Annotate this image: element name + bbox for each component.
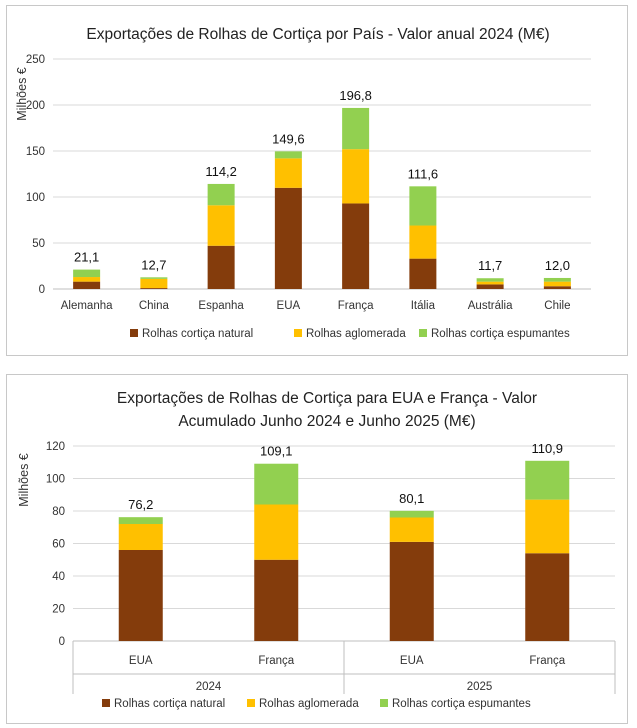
y-tick-label: 80 bbox=[52, 506, 65, 518]
bar-segment bbox=[409, 258, 437, 289]
y-tick-label: 100 bbox=[26, 192, 45, 204]
x-tick-label: EUA bbox=[400, 655, 424, 667]
bar-segment bbox=[476, 278, 504, 282]
y-axis-label: Milhões € bbox=[17, 453, 31, 507]
data-label-total: 114,2 bbox=[205, 164, 237, 179]
x-tick-label: China bbox=[139, 300, 170, 312]
y-tick-label: 40 bbox=[52, 571, 65, 583]
y-axis-label: Milhões € bbox=[15, 67, 29, 121]
y-tick-label: 20 bbox=[52, 604, 65, 616]
bar-segment bbox=[543, 286, 571, 289]
data-label-total: 76,2 bbox=[128, 497, 153, 512]
bar-segment bbox=[140, 277, 168, 279]
y-tick-label: 250 bbox=[26, 54, 45, 66]
bar-segment bbox=[274, 158, 302, 188]
bar-segment bbox=[118, 524, 163, 550]
bar-segment bbox=[118, 517, 163, 524]
legend-swatch bbox=[294, 329, 302, 337]
bar-segment bbox=[409, 225, 437, 259]
x-tick-label: Austrália bbox=[468, 300, 513, 312]
y-tick-label: 60 bbox=[52, 539, 65, 551]
data-label-total: 21,1 bbox=[74, 250, 99, 265]
bar-segment bbox=[342, 149, 370, 204]
bar-segment bbox=[140, 278, 168, 289]
bar-segment bbox=[207, 245, 235, 289]
y-tick-label: 200 bbox=[26, 100, 45, 112]
legend-swatch bbox=[247, 699, 255, 707]
data-label-total: 12,0 bbox=[545, 258, 570, 273]
bar-segment bbox=[476, 284, 504, 289]
data-label-total: 11,7 bbox=[478, 258, 502, 273]
bar-segment bbox=[274, 187, 302, 289]
bar-segment bbox=[525, 499, 570, 554]
x-tick-label: Chile bbox=[544, 300, 570, 312]
y-tick-label: 0 bbox=[59, 636, 65, 648]
bar-segment bbox=[543, 281, 571, 287]
bar-segment bbox=[254, 504, 299, 560]
x-tick-label: França bbox=[258, 655, 294, 667]
x-tick-label: EUA bbox=[129, 655, 153, 667]
bar-segment bbox=[389, 541, 434, 641]
x-tick-label: França bbox=[338, 300, 374, 312]
x-tick-label: Alemanha bbox=[61, 300, 113, 312]
bar-segment bbox=[389, 510, 434, 518]
x-tick-label: Espanha bbox=[198, 300, 244, 312]
legend-swatch bbox=[380, 699, 388, 707]
y-tick-label: 100 bbox=[46, 474, 65, 486]
bar-segment bbox=[73, 269, 101, 278]
y-tick-label: 150 bbox=[26, 146, 45, 158]
bar-segment bbox=[207, 205, 235, 246]
x-tick-label: Itália bbox=[411, 300, 436, 312]
chart-accumulated-june: Exportações de Rolhas de Cortiça para EU… bbox=[17, 390, 616, 710]
y-tick-label: 0 bbox=[39, 284, 45, 296]
x-tick-label: EUA bbox=[277, 300, 301, 312]
legend-label: Rolhas aglomerada bbox=[306, 328, 406, 340]
legend-label: Rolhas aglomerada bbox=[259, 698, 359, 710]
legend-label: Rolhas cortiça espumantes bbox=[431, 328, 570, 340]
data-label-total: 109,1 bbox=[260, 444, 293, 459]
chart-title-line-2: Acumulado Junho 2024 e Junho 2025 (M€) bbox=[178, 413, 475, 430]
bar-segment bbox=[73, 277, 101, 282]
y-tick-label: 120 bbox=[46, 441, 65, 453]
x-tick-label: França bbox=[529, 655, 565, 667]
y-tick-label: 50 bbox=[32, 238, 45, 250]
bar-segment bbox=[342, 107, 370, 150]
bar-segment bbox=[254, 559, 299, 641]
chart-title: Exportações de Rolhas de Cortiça por Paí… bbox=[86, 26, 549, 43]
bar-segment bbox=[342, 203, 370, 289]
chart-annual-2024: Exportações de Rolhas de Cortiça por Paí… bbox=[15, 26, 591, 340]
chart-panel-annual-2024: Exportações de Rolhas de Cortiça por Paí… bbox=[6, 5, 628, 356]
chart-panel-accumulated-june: Exportações de Rolhas de Cortiça para EU… bbox=[6, 374, 628, 724]
data-label-total: 12,7 bbox=[141, 257, 166, 272]
data-label-total: 110,9 bbox=[531, 441, 563, 456]
data-label-total: 149,6 bbox=[272, 131, 305, 146]
legend-swatch bbox=[102, 699, 110, 707]
data-label-total: 80,1 bbox=[399, 491, 424, 506]
data-label-total: 196,8 bbox=[339, 88, 372, 103]
bar-segment bbox=[389, 517, 434, 542]
bar-segment bbox=[254, 463, 299, 505]
bar-segment bbox=[207, 183, 235, 206]
bar-segment bbox=[73, 281, 101, 289]
data-label-total: 111,6 bbox=[408, 166, 439, 181]
bar-segment bbox=[525, 553, 570, 641]
bar-segment bbox=[476, 281, 504, 285]
bar-segment bbox=[409, 186, 437, 226]
bar-segment bbox=[140, 288, 168, 289]
legend-label: Rolhas cortiça natural bbox=[114, 698, 225, 710]
legend-label: Rolhas cortiça espumantes bbox=[392, 698, 531, 710]
bar-segment bbox=[525, 460, 570, 500]
x-group-label: 2025 bbox=[467, 681, 493, 693]
bar-segment bbox=[274, 151, 302, 159]
legend-swatch bbox=[130, 329, 138, 337]
bar-segment bbox=[543, 277, 571, 282]
bar-segment bbox=[118, 550, 163, 641]
chart-title-line-1: Exportações de Rolhas de Cortiça para EU… bbox=[117, 390, 537, 407]
legend-label: Rolhas cortiça natural bbox=[142, 328, 253, 340]
legend-swatch bbox=[419, 329, 427, 337]
x-group-label: 2024 bbox=[196, 681, 222, 693]
